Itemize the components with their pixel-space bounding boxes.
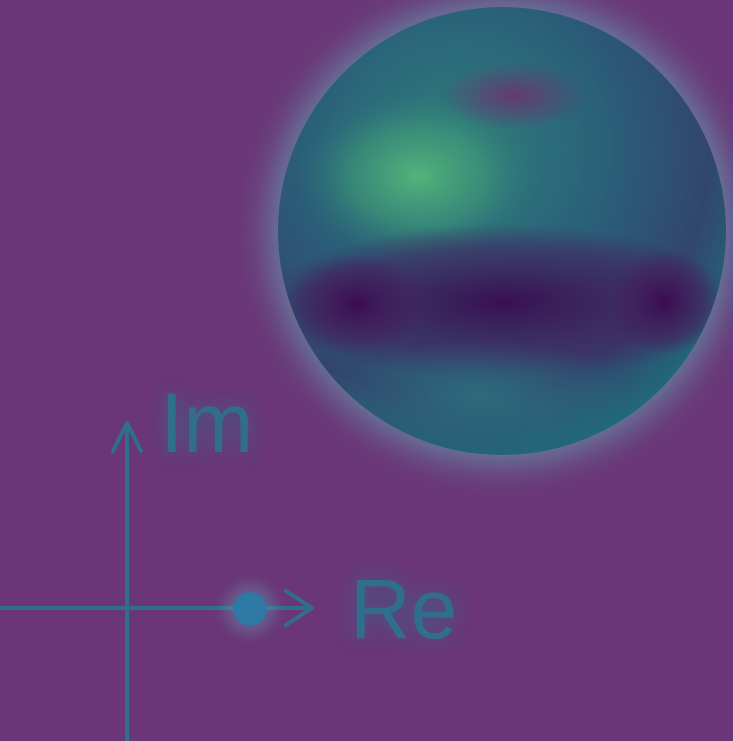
sphere-highlight-green [296, 88, 540, 264]
imaginary-axis [111, 421, 143, 741]
glowing-sphere [270, 0, 733, 463]
sphere-spot-dark-right [608, 250, 720, 354]
sphere-spot-dark-left [285, 254, 429, 354]
real-axis-label-glow: Re [350, 562, 457, 656]
sphere-bottom-teal [330, 340, 630, 455]
imaginary-axis-label: Im [160, 376, 253, 470]
real-axis-label: Re [350, 562, 457, 656]
sphere-highlight-magenta [440, 62, 588, 130]
imaginary-axis-label-glow: Im [160, 376, 253, 470]
